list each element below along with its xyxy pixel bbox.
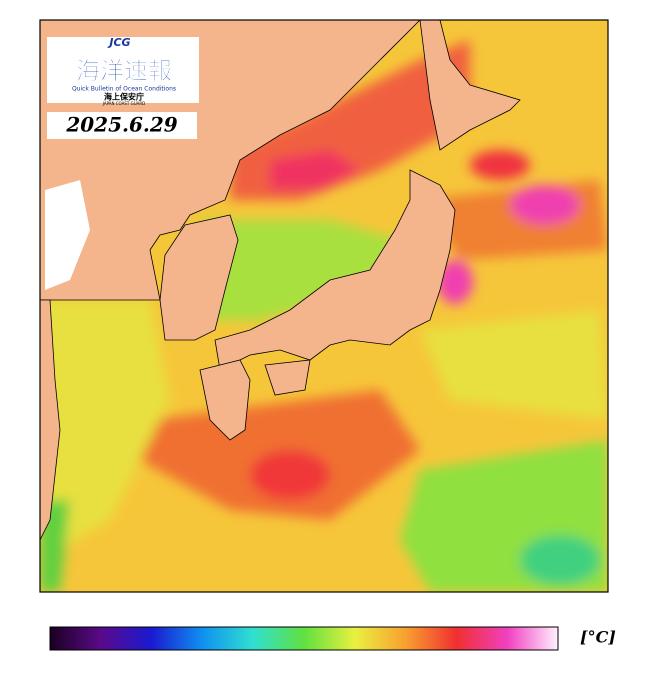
logo-box	[47, 37, 199, 103]
date-box	[47, 112, 197, 139]
map-area	[40, 20, 608, 592]
map-frame	[39, 19, 609, 593]
logo: JCG 海洋速報 Quick Bulletin of Ocean Conditi…	[47, 36, 199, 139]
logo-badge: JCG	[107, 36, 130, 49]
date: 2025.6.29	[65, 113, 177, 137]
colorbar-unit: [°C]	[580, 628, 616, 647]
logo-agency: 海上保安庁	[104, 92, 144, 102]
logo-subtitle: Quick Bulletin of Ocean Conditions	[72, 86, 176, 93]
colorbar	[49, 626, 559, 651]
no-data	[45, 180, 90, 290]
logo-title: 海洋速報	[76, 57, 173, 85]
logo-agency-en: JAPAN COAST GUARD	[102, 101, 146, 106]
